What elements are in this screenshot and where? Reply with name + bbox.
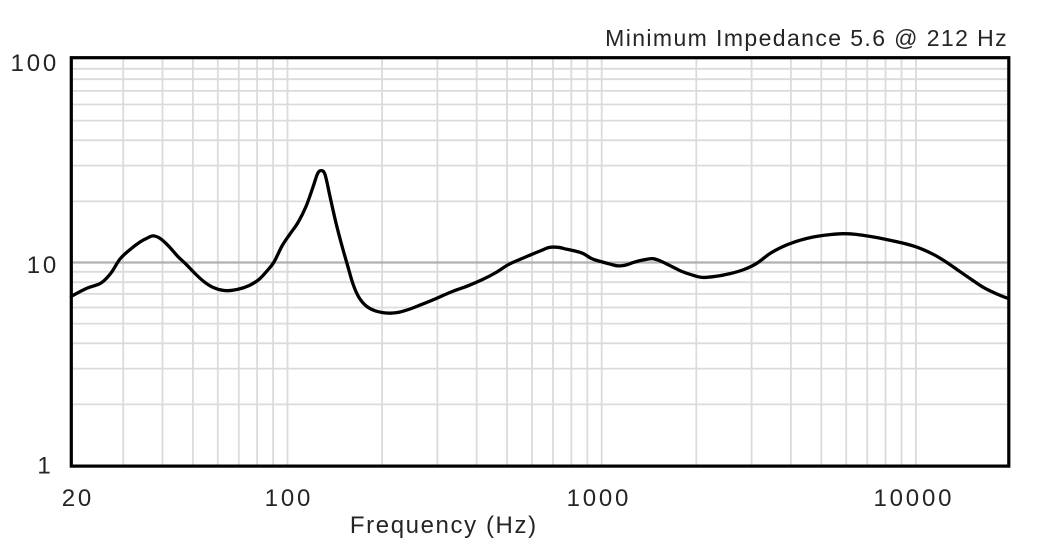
svg-text:100: 100 — [11, 50, 59, 77]
svg-text:Frequency (Hz): Frequency (Hz) — [350, 512, 538, 539]
svg-text:20: 20 — [62, 485, 94, 512]
svg-text:10: 10 — [27, 252, 59, 279]
svg-text:Minimum Impedance 5.6 @ 212 Hz: Minimum Impedance 5.6 @ 212 Hz — [605, 25, 1008, 51]
svg-text:10000: 10000 — [874, 485, 955, 512]
svg-text:1: 1 — [37, 453, 53, 480]
svg-text:100: 100 — [265, 485, 313, 512]
svg-text:1000: 1000 — [567, 485, 632, 512]
